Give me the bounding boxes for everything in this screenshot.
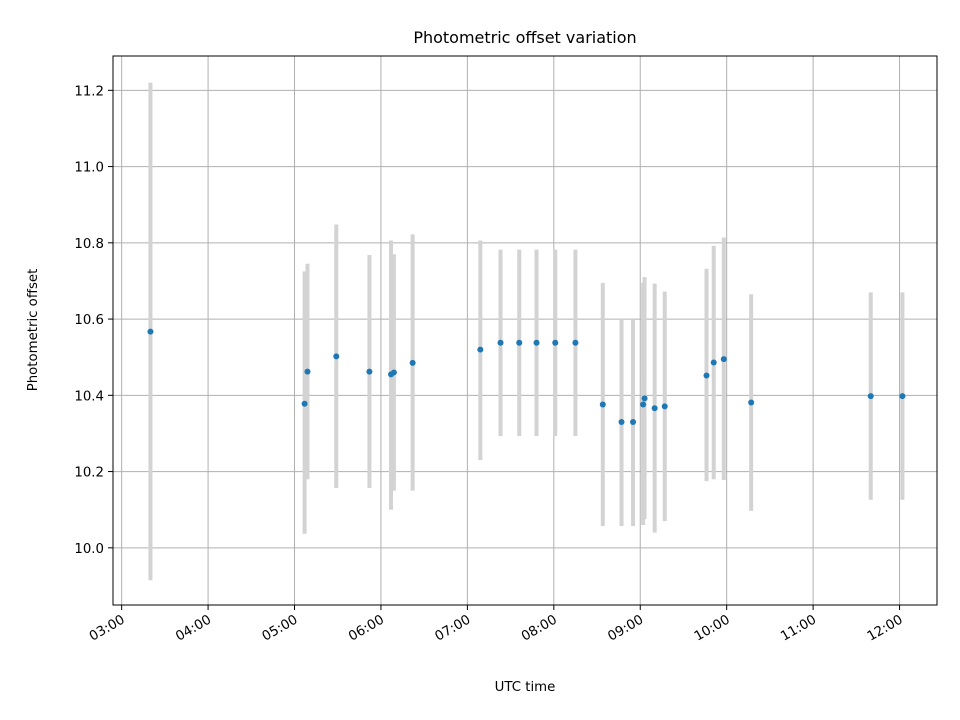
- x-tick-label: 11:00: [778, 612, 819, 644]
- y-tick-label: 10.6: [74, 313, 104, 328]
- data-point: [301, 400, 308, 407]
- data-point: [599, 401, 606, 408]
- y-axis-label: Photometric offset: [26, 269, 41, 392]
- chart-title: Photometric offset variation: [413, 28, 636, 47]
- data-point: [867, 393, 874, 400]
- data-point: [630, 419, 637, 425]
- y-tick-label: 10.8: [74, 237, 104, 252]
- data-points: [147, 328, 906, 425]
- x-axis-label: UTC time: [495, 680, 556, 695]
- x-tick-label: 03:00: [87, 612, 128, 644]
- y-axis: 10.0 10.2 10.4 10.6 10.8 11.0 11.2: [74, 84, 113, 557]
- data-point: [409, 359, 416, 366]
- data-point: [640, 401, 647, 408]
- x-tick-label: 05:00: [260, 612, 301, 644]
- data-point: [720, 356, 727, 363]
- x-tick-label: 04:00: [173, 612, 214, 644]
- y-tick-label: 11.2: [74, 84, 104, 99]
- data-point: [710, 359, 717, 366]
- data-point: [899, 393, 906, 400]
- y-tick-label: 10.2: [74, 466, 104, 481]
- data-point: [703, 372, 710, 379]
- data-point: [497, 339, 504, 346]
- data-point: [304, 368, 311, 375]
- data-point: [390, 369, 397, 376]
- x-tick-label: 06:00: [346, 612, 387, 644]
- data-point: [147, 328, 154, 335]
- y-tick-label: 11.0: [74, 161, 104, 176]
- x-tick-label: 07:00: [433, 612, 474, 644]
- x-tick-label: 10:00: [692, 612, 733, 644]
- data-point: [661, 403, 668, 410]
- data-point: [333, 353, 340, 360]
- data-point: [477, 346, 484, 353]
- data-point: [748, 399, 755, 406]
- data-point: [366, 368, 373, 375]
- grid: [113, 56, 937, 605]
- x-axis: 03:00 04:00 05:00 06:00 07:00 08:00 09:00 10:00…: [87, 605, 906, 645]
- plot-frame: [112, 55, 938, 606]
- x-tick-label: 09:00: [606, 612, 647, 644]
- y-tick-label: 10.0: [74, 542, 104, 557]
- data-point: [651, 405, 658, 412]
- y-tick-label: 10.4: [74, 389, 104, 404]
- x-tick-label: 12:00: [865, 612, 906, 644]
- data-point: [572, 339, 579, 346]
- data-point: [552, 339, 559, 346]
- data-point: [533, 339, 540, 346]
- x-tick-label: 08:00: [519, 612, 560, 644]
- data-point: [516, 339, 523, 346]
- data-point: [618, 419, 625, 425]
- data-point: [641, 395, 648, 402]
- error-bars: [148, 82, 905, 581]
